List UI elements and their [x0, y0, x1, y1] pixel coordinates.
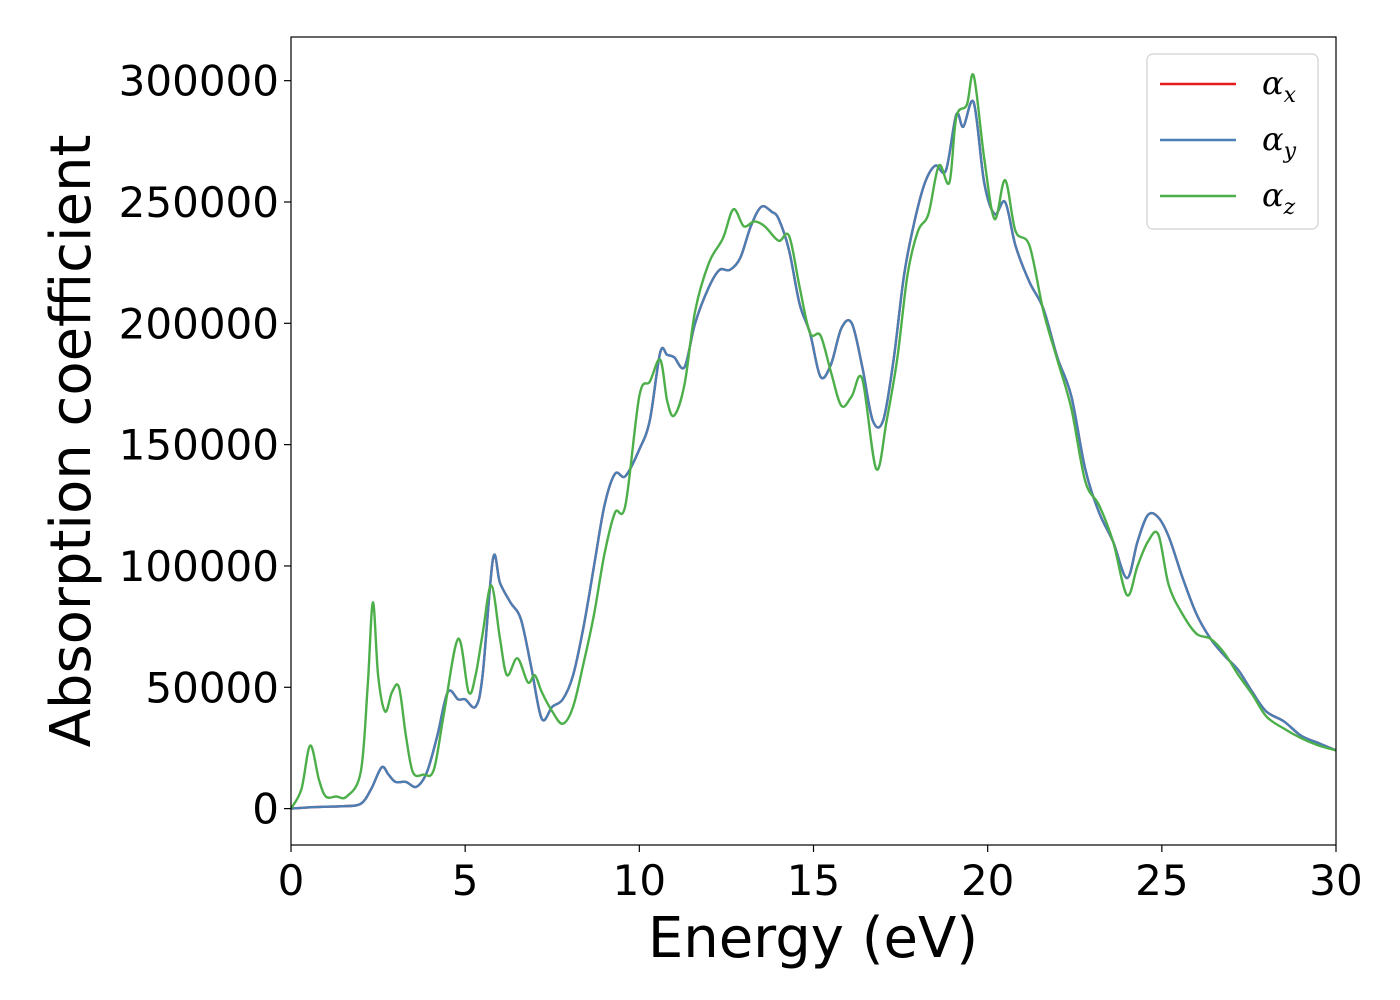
x-tick-label: 10 [613, 856, 666, 905]
series-lines [289, 73, 1337, 810]
y-axis: 0 50000 100000 150000 200000 250000 300000 [119, 57, 291, 834]
series-line-alpha-y [290, 99, 1337, 810]
x-axis-label: Energy (eV) [648, 906, 978, 971]
legend: αx αy αz [1146, 53, 1319, 230]
series-line-alpha-z [289, 73, 1337, 810]
x-tick-label: 5 [452, 856, 479, 905]
legend-label-alpha-z: αz [1262, 176, 1296, 220]
y-axis-label: Absorption coefficient [39, 135, 104, 748]
y-tick-label: 300000 [119, 57, 279, 106]
x-tick-label: 20 [961, 856, 1014, 905]
y-tick-label: 200000 [119, 299, 279, 348]
y-tick-label: 100000 [119, 542, 279, 591]
x-axis: 0 5 10 15 20 25 30 [278, 845, 1363, 905]
x-tick-label: 30 [1309, 856, 1362, 905]
x-tick-label: 15 [787, 856, 840, 905]
y-tick-label: 250000 [119, 178, 279, 227]
y-tick-label: 0 [252, 785, 279, 834]
legend-label-alpha-x: αx [1262, 64, 1297, 108]
y-tick-label: 150000 [119, 421, 279, 470]
x-tick-label: 25 [1135, 856, 1188, 905]
legend-box [1146, 53, 1319, 230]
y-tick-label: 50000 [145, 663, 279, 712]
legend-label-alpha-y: αy [1262, 120, 1297, 164]
x-tick-label: 0 [278, 856, 305, 905]
